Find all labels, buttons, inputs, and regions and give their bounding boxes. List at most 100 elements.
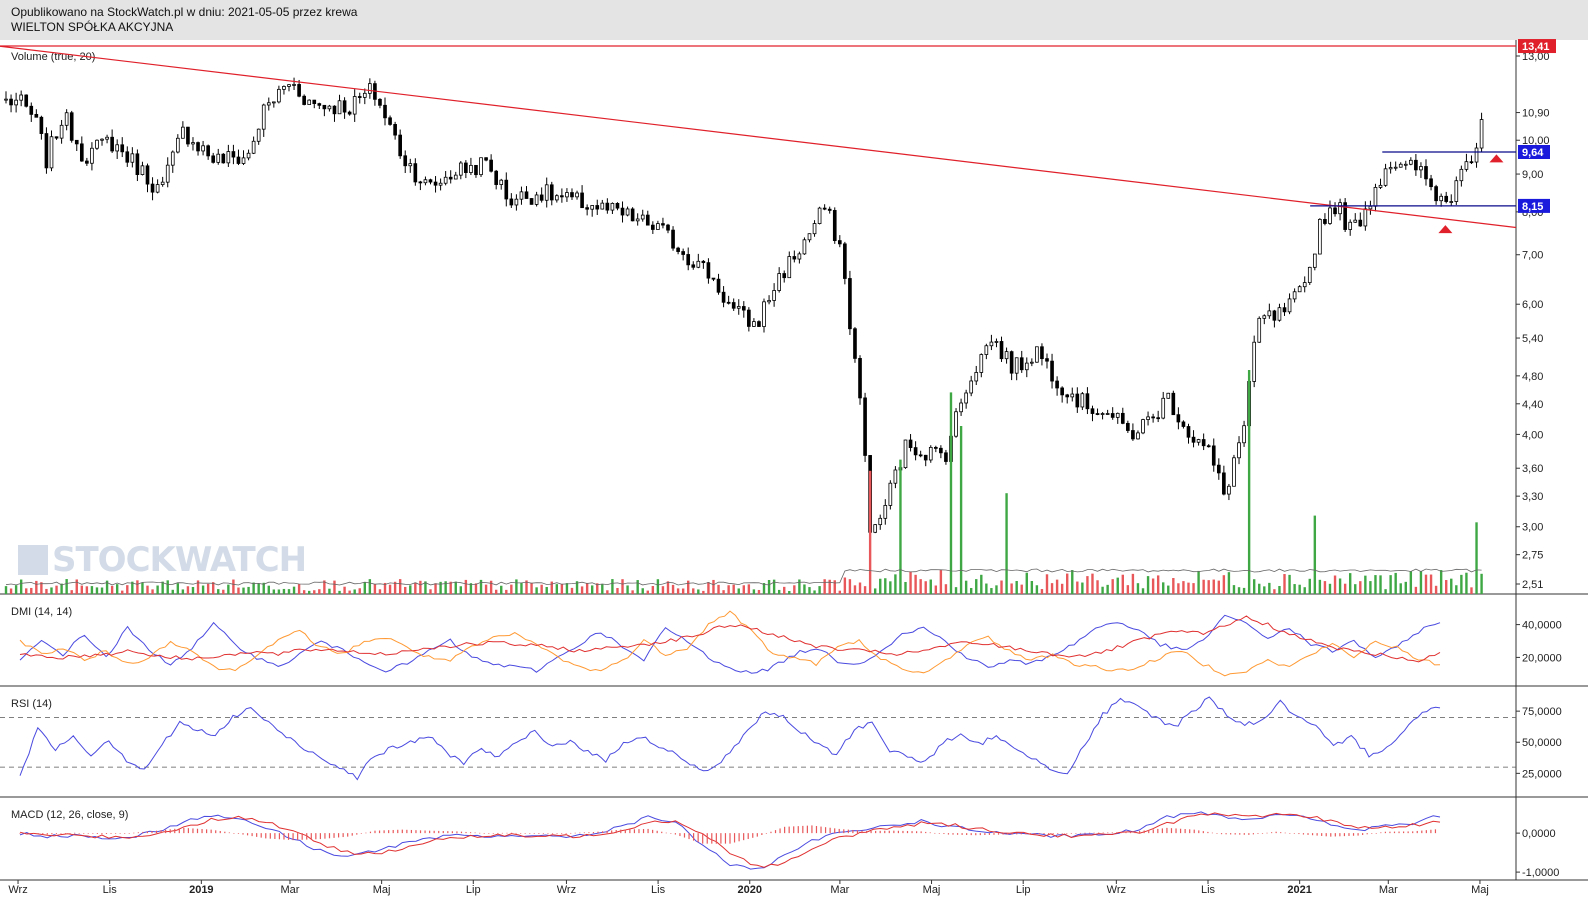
candle-body — [1242, 425, 1246, 444]
macd-hist-bar — [1088, 832, 1091, 834]
candle-body — [1378, 184, 1383, 188]
candle — [378, 98, 382, 109]
macd-hist-bar — [683, 833, 686, 838]
candle-body — [19, 94, 23, 101]
candle-body — [29, 105, 34, 115]
macd-hist-bar — [1398, 831, 1400, 834]
candle-body — [1474, 147, 1479, 163]
macd-hist-bar — [479, 832, 481, 834]
macd-hist-bar — [165, 829, 167, 834]
volume-bar — [181, 589, 185, 594]
volume-bar — [1379, 575, 1382, 594]
macd-hist-bar — [656, 830, 658, 834]
macd-hist-bar — [497, 832, 499, 834]
volume-bar — [1040, 589, 1044, 594]
macd-hist-bar — [1025, 833, 1027, 835]
candle — [757, 320, 761, 327]
volume-bar — [990, 588, 993, 594]
volume-bar — [353, 589, 356, 594]
volume-bar — [1172, 578, 1175, 594]
candle — [292, 77, 296, 90]
candle — [656, 220, 660, 230]
candle — [1388, 161, 1393, 174]
macd-hist-bar — [1102, 832, 1104, 834]
macd-hist-bar — [74, 832, 76, 834]
candle — [716, 273, 721, 295]
volume-bar — [868, 470, 872, 594]
volume-bar — [500, 585, 503, 594]
macd-hist-bar — [861, 830, 863, 834]
macd-hist-bar — [28, 833, 30, 834]
candle — [1313, 253, 1317, 271]
volume-bar — [373, 584, 377, 594]
volume-bar — [141, 582, 144, 594]
volume-bar — [1217, 580, 1221, 594]
candle — [822, 204, 827, 211]
volume-bar — [717, 584, 720, 594]
volume-bar — [252, 582, 255, 594]
candle-body — [580, 192, 584, 209]
candle-body — [595, 205, 600, 210]
candle — [383, 97, 387, 126]
candle-body — [560, 195, 564, 198]
macd-hist-bar — [1421, 830, 1423, 834]
volume-bar — [1020, 584, 1023, 594]
candle — [241, 150, 246, 166]
macd-hist-bar — [492, 833, 494, 834]
volume-bar — [1232, 585, 1236, 594]
macd-hist-bar — [187, 828, 189, 834]
candle-body — [1287, 298, 1292, 313]
candle-body — [59, 124, 64, 139]
volume-bar — [1071, 570, 1074, 594]
volume-bar — [757, 589, 761, 594]
macd-hist-bar — [1275, 831, 1277, 834]
candle — [246, 149, 251, 161]
candle — [1186, 423, 1191, 444]
x-tick-label: Lip — [466, 884, 481, 896]
candle — [373, 80, 377, 106]
macd-hist-bar — [524, 833, 526, 834]
macd-hist-bar — [83, 833, 85, 834]
candle — [1030, 358, 1034, 367]
volume-bar — [1151, 578, 1155, 594]
y-tick-label: 4,00 — [1522, 429, 1543, 441]
candle — [1009, 350, 1014, 381]
candle — [999, 336, 1004, 362]
volume-bar — [1369, 581, 1372, 594]
candle — [1216, 458, 1221, 480]
volume-bar — [722, 590, 725, 594]
volume-bar — [196, 580, 200, 594]
candle-body — [1444, 195, 1449, 202]
volume-bar — [1348, 573, 1352, 594]
volume-bar — [762, 583, 766, 594]
candle — [297, 79, 301, 98]
macd-hist-bar — [615, 830, 617, 834]
candle — [1297, 285, 1302, 293]
macd-hist-bar — [1152, 829, 1154, 834]
volume-bar — [166, 580, 169, 594]
candle — [853, 327, 857, 363]
candle — [590, 205, 595, 217]
macd-hist-bar — [488, 833, 490, 834]
macd-hist-bar — [356, 833, 358, 835]
volume-bar — [25, 588, 28, 594]
candle-body — [241, 157, 246, 164]
macd-hist-bar — [542, 833, 544, 834]
macd-hist-bar — [1175, 828, 1177, 834]
candle-body — [666, 224, 670, 231]
volume-bar — [343, 586, 346, 594]
candle — [555, 194, 559, 203]
candle — [1126, 420, 1130, 433]
macd-hist-bar — [902, 830, 904, 834]
candle-body — [1222, 472, 1226, 495]
macd-hist-bar — [337, 833, 340, 838]
candle-body — [731, 302, 736, 309]
volume-bar — [838, 590, 842, 594]
candle — [1343, 198, 1347, 233]
candle-body — [1171, 392, 1176, 416]
signal-triangle-icon — [1489, 154, 1504, 163]
price-flag — [1518, 198, 1550, 213]
volume-bar — [1000, 580, 1003, 594]
macd-hist-bar — [893, 830, 895, 834]
